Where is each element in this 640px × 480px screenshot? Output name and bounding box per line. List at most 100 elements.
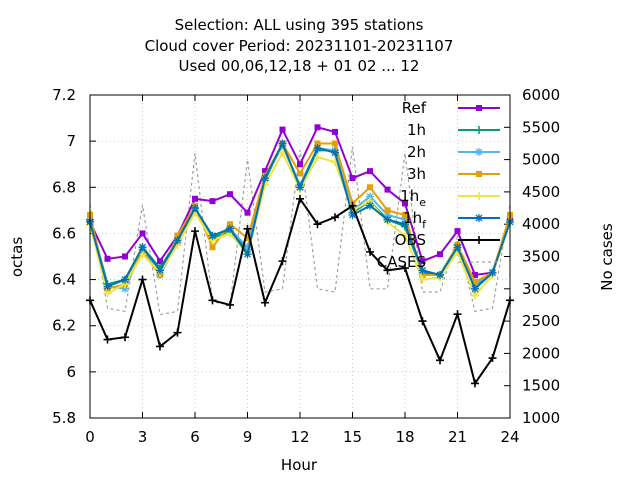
chart-title-line-2: Cloud cover Period: 20231101-20231107 [145, 37, 454, 55]
data-point-obs-shape [488, 354, 497, 363]
data-point-obs [296, 194, 304, 203]
x-axis-label: Hour [281, 456, 318, 474]
data-point-obs [261, 298, 269, 307]
data-point-1hf [121, 275, 129, 284]
data-point-1hf-shape [191, 204, 199, 213]
data-point-1hf-shape [471, 284, 479, 293]
data-point-ref-shape [367, 168, 373, 175]
y2-tick-label: 4500 [522, 183, 560, 201]
data-point-3h-shape [367, 184, 373, 191]
data-point-obs-shape [331, 213, 339, 222]
data-point-ref-shape [139, 230, 146, 237]
legend-marker-1hf [475, 214, 483, 222]
data-point-1hf-shape [208, 231, 217, 240]
data-point-1he-shape [103, 289, 112, 298]
data-point-ref-shape [244, 209, 251, 216]
data-point-obs [348, 201, 357, 210]
data-point-ref-shape [332, 128, 338, 135]
data-point-ref-shape [104, 255, 111, 262]
data-point-obs [453, 310, 462, 319]
data-point-1he-shape [471, 291, 479, 300]
data-point-1he-shape [401, 231, 409, 240]
data-point-1he [313, 153, 322, 162]
data-point-ref [227, 191, 233, 198]
data-point-3h-shape [209, 244, 216, 251]
data-point-ref-shape [262, 168, 268, 175]
x-tick-label: 3 [138, 428, 148, 446]
x-tick-label: 18 [395, 428, 414, 446]
legend-marker-3h-shape [476, 171, 482, 177]
data-point-3h-shape [332, 140, 338, 147]
data-point-3h-shape [174, 232, 181, 239]
data-point-1he-shape [313, 153, 322, 162]
legend-marker-1h [475, 126, 483, 134]
data-point-3h [419, 271, 426, 278]
y2-tick-label: 4000 [522, 215, 560, 233]
data-point-obs-shape [418, 317, 427, 326]
x-tick-label: 9 [243, 428, 253, 446]
legend-marker-1hf-shape [475, 214, 483, 222]
legend-label-subscript: e [419, 196, 426, 209]
data-point-1hf-shape [453, 243, 462, 252]
legend-marker-3h [476, 171, 482, 177]
data-point-ref-shape [157, 258, 163, 265]
data-point-ref [314, 124, 321, 131]
y-tick-label: 6.2 [52, 317, 76, 335]
data-point-1hf [156, 266, 164, 275]
data-point-ref-shape [437, 251, 443, 258]
y2-axis-label: No cases [598, 223, 616, 291]
data-point-ref [104, 255, 111, 262]
data-point-1hf [418, 266, 427, 275]
data-point-obs-shape [226, 300, 234, 309]
data-point-1he [471, 291, 479, 300]
data-point-1he [103, 289, 112, 298]
data-point-1hf [331, 148, 339, 157]
plot-frame [89, 94, 511, 419]
data-point-1he [418, 275, 427, 284]
data-point-obs [243, 224, 252, 233]
y-tick-label: 6.8 [52, 178, 76, 196]
data-point-ref-shape [472, 271, 478, 278]
data-point-1he-shape [418, 275, 427, 284]
data-point-ref-shape [227, 191, 233, 198]
data-point-obs-shape [121, 333, 129, 342]
y2-tick-label: 2000 [522, 344, 560, 362]
data-point-3h-shape [227, 221, 233, 228]
data-point-obs [121, 333, 129, 342]
data-point-obs-shape [296, 194, 304, 203]
data-point-ref [367, 168, 373, 175]
data-point-obs-shape [278, 257, 287, 266]
data-point-ref [332, 128, 338, 135]
data-point-1hf-shape [313, 144, 322, 153]
legend-marker-2h-shape [475, 148, 483, 156]
data-point-1hf-shape [278, 139, 287, 148]
data-point-ref [279, 126, 286, 133]
data-point-1hf [191, 204, 199, 213]
data-point-ref-shape [192, 195, 198, 202]
x-tick-label: 12 [290, 428, 309, 446]
legend-marker-1he-shape [475, 192, 483, 200]
data-point-1hf [383, 215, 392, 224]
data-point-ref [297, 161, 303, 168]
data-point-2h-shape [383, 210, 392, 219]
data-point-obs [331, 213, 339, 222]
series-line-cases [89, 146, 511, 316]
data-point-obs [173, 328, 182, 337]
data-point-ref-shape [384, 186, 391, 193]
data-point-3h-shape [314, 140, 321, 147]
data-point-obs [208, 296, 217, 305]
data-point-1hf-shape [436, 270, 444, 279]
data-point-1hf [401, 220, 409, 229]
legend-label-cases: CASES [377, 253, 426, 271]
data-point-ref [139, 230, 146, 237]
data-point-obs [401, 264, 409, 273]
data-point-1hf-shape [331, 148, 339, 157]
data-point-1hf [243, 250, 252, 259]
data-point-3h-shape [472, 278, 478, 285]
data-point-1hf-shape [138, 243, 147, 252]
data-point-obs [103, 335, 112, 344]
data-point-ref-shape [402, 200, 408, 207]
data-point-1hf-shape [366, 201, 374, 210]
data-point-1hf-shape [226, 224, 234, 233]
data-point-ref-shape [122, 253, 128, 260]
